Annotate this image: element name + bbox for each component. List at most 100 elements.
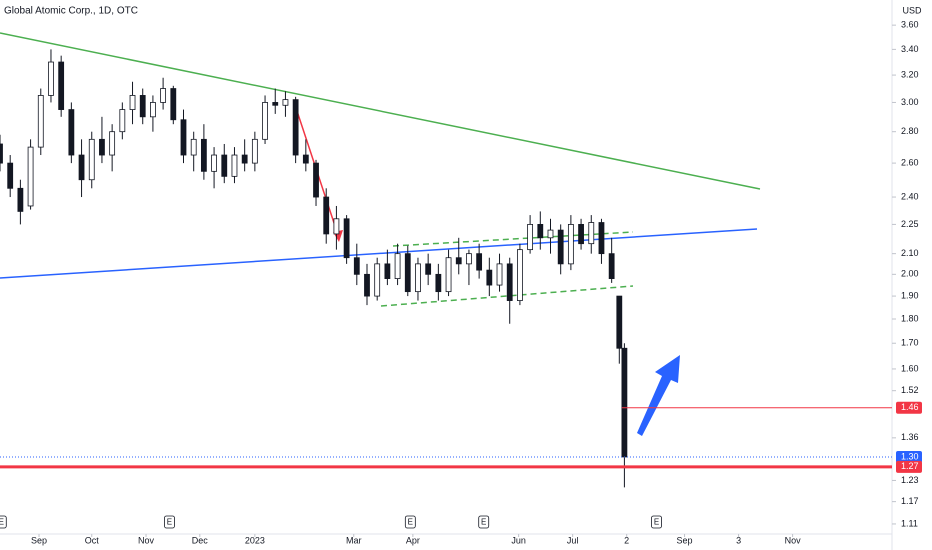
- candle-body: [180, 119, 187, 156]
- event-label: E: [481, 518, 486, 527]
- candle-body: [578, 224, 584, 245]
- candle-body: [476, 253, 483, 271]
- candle-body: [0, 143, 3, 164]
- candle-body: [404, 253, 411, 293]
- candle-body: [364, 273, 370, 297]
- candle-body: [221, 154, 228, 177]
- candle-body: [517, 249, 523, 301]
- x-tick-label: 2023: [245, 535, 265, 545]
- candle-body: [333, 218, 340, 235]
- y-tick-label: 1.90: [901, 290, 919, 300]
- x-tick-label: Sep: [677, 535, 693, 545]
- candle-body: [190, 138, 197, 156]
- y-tick-label: 1.60: [901, 363, 919, 373]
- x-tick-label: Nov: [785, 535, 802, 545]
- y-tick-label: 1.17: [901, 496, 919, 506]
- x-tick-label: Oct: [85, 535, 100, 545]
- candle-body: [119, 109, 126, 133]
- candle-body: [527, 224, 534, 251]
- candle-body: [557, 229, 564, 265]
- y-tick-label: 3.20: [901, 69, 919, 79]
- y-tick-label: 2.00: [901, 269, 919, 279]
- candle-body: [486, 269, 493, 286]
- candle-body: [313, 162, 319, 198]
- candle-body: [251, 138, 258, 164]
- currency: USD: [902, 5, 922, 15]
- candle-body: [608, 253, 615, 279]
- candle-body: [17, 187, 24, 212]
- price-badge-label: 1.30: [901, 451, 919, 461]
- x-tick-label: Nov: [138, 535, 155, 545]
- event-marker: [164, 515, 175, 529]
- y-tick-label: 2.40: [901, 191, 919, 201]
- candle-body: [496, 263, 503, 286]
- candle-body: [567, 224, 574, 265]
- candle-body: [302, 154, 309, 164]
- x-tick-label: Dec: [192, 535, 209, 545]
- x-tick-label: Mar: [346, 535, 362, 545]
- x-tick-label: 3: [736, 535, 741, 545]
- y-tick-label: 1.23: [901, 475, 919, 485]
- event-label: E: [408, 518, 413, 527]
- blue-arrow: [637, 355, 680, 436]
- candle-body: [160, 88, 167, 103]
- x-tick-label: Sep: [31, 535, 47, 545]
- y-tick-label: 1.70: [901, 338, 919, 348]
- candle-body: [343, 218, 350, 259]
- candle-body: [425, 263, 432, 275]
- candle-body: [37, 95, 44, 148]
- candle-body: [415, 263, 421, 293]
- candle-body: [150, 102, 156, 118]
- candle-body: [68, 109, 75, 156]
- candle-body: [58, 61, 65, 110]
- x-tick-label: 2: [624, 535, 629, 545]
- candle-body: [262, 102, 268, 140]
- candle-body: [455, 257, 462, 265]
- candle-body: [7, 162, 14, 189]
- candle-body: [588, 222, 595, 245]
- candle-body: [384, 263, 391, 279]
- candle-body: [537, 224, 544, 239]
- trend-line: [0, 32, 761, 190]
- y-tick-label: 2.60: [901, 157, 919, 167]
- candle-body: [272, 102, 279, 106]
- candle-body: [129, 95, 136, 110]
- candle-body: [109, 131, 116, 156]
- candle-body: [506, 263, 513, 301]
- candle-body: [598, 222, 605, 255]
- trend-line: [0, 228, 758, 279]
- candle-body: [616, 295, 623, 349]
- candle-body: [211, 154, 217, 172]
- candle-body: [231, 154, 238, 177]
- price-badge-label: 1.46: [901, 402, 919, 412]
- channel-line: [380, 285, 634, 307]
- candle-body: [466, 253, 472, 265]
- y-tick-label: 3.00: [901, 97, 919, 107]
- price-badge: [896, 450, 922, 463]
- y-tick-label: 1.80: [901, 313, 919, 323]
- price-badge-label: 1.27: [901, 461, 919, 471]
- y-tick-label: 3.40: [901, 44, 919, 54]
- event-label: E: [654, 518, 659, 527]
- event-label: E: [167, 518, 172, 527]
- price-badge: [896, 401, 922, 414]
- x-tick-label: Jun: [511, 535, 526, 545]
- event-marker: [0, 515, 7, 529]
- candle-body: [445, 257, 452, 293]
- candle-body: [48, 61, 54, 96]
- candle-body: [353, 257, 360, 275]
- candle-body: [282, 99, 289, 106]
- candle-body: [27, 146, 34, 207]
- candle-body: [621, 347, 628, 458]
- event-marker: [478, 515, 490, 529]
- y-tick-label: 2.10: [901, 248, 919, 258]
- y-tick-label: 2.25: [901, 219, 919, 229]
- candle-body: [241, 154, 248, 164]
- x-tick-label: Apr: [406, 535, 420, 545]
- candle-body: [99, 138, 105, 156]
- y-tick-label: 1.52: [901, 385, 919, 395]
- candle-body: [547, 229, 554, 239]
- candle-body: [374, 263, 381, 297]
- candle-body: [200, 138, 207, 172]
